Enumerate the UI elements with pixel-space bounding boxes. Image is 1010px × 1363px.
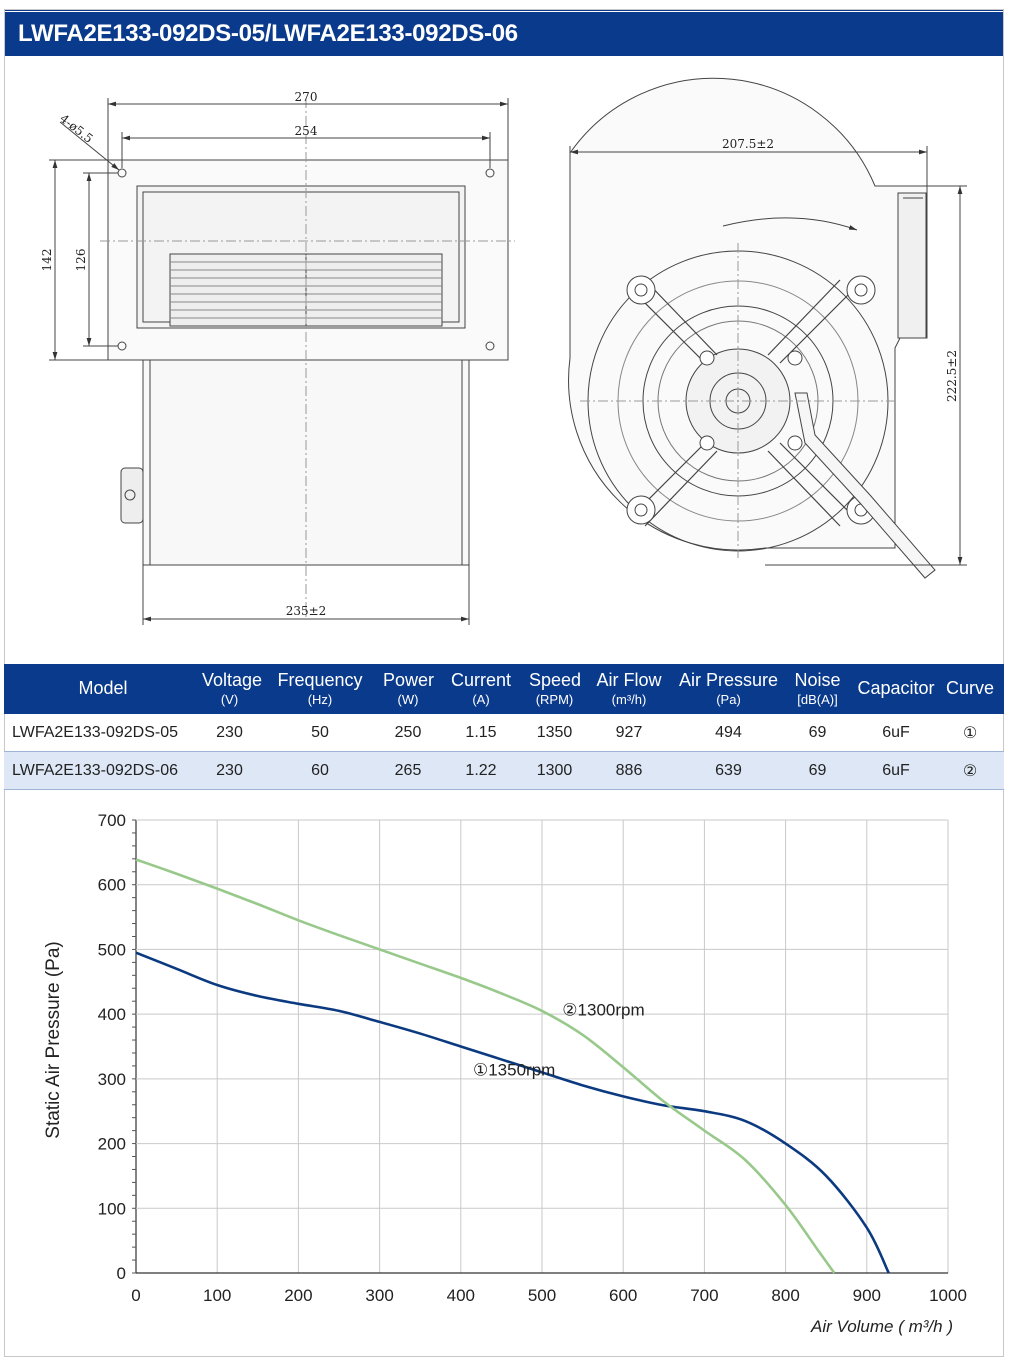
x-tick-label: 1000 xyxy=(929,1286,967,1305)
cell-air-flow: 886 xyxy=(580,751,678,790)
technical-drawing: 270 254 4-ø5.5 142 126 235±2 207.5±2 222… xyxy=(40,77,967,625)
cell-curve: ② xyxy=(936,751,1004,790)
mounting-hole xyxy=(485,168,495,178)
col-header-noise: Noise [dB(A)] xyxy=(779,664,856,714)
scroll-housing xyxy=(568,77,928,551)
bracket-mount xyxy=(626,275,656,305)
col-header-power: Power (W) xyxy=(383,664,434,714)
cell-model: LWFA2E133-092DS-05 xyxy=(4,714,202,752)
cell-frequency: 60 xyxy=(257,751,383,790)
dim-height-overall: 142 xyxy=(40,249,54,272)
dim-body-width: 235±2 xyxy=(286,604,327,618)
table-row: LWFA2E133-092DS-05 230 50 250 1.15 1350 … xyxy=(4,714,1004,752)
dim-hole-callout: 4-ø5.5 xyxy=(57,111,96,145)
cell-capacitor: 6uF xyxy=(856,714,936,752)
bracket-mount xyxy=(846,275,876,305)
cell-voltage: 230 xyxy=(202,751,257,790)
dim-width-holes: 254 xyxy=(295,124,318,138)
x-tick-label: 700 xyxy=(690,1286,718,1305)
series-line-2 xyxy=(135,858,836,1274)
x-tick-label: 300 xyxy=(365,1286,393,1305)
x-tick-label: 500 xyxy=(528,1286,556,1305)
cell-current: 1.22 xyxy=(433,751,529,790)
chart-ticks: 0 100 200 300 400 500 600 700 800 900 1000 0 100 200 3… xyxy=(98,811,967,1305)
y-tick-label: 400 xyxy=(98,1005,126,1024)
cell-voltage: 230 xyxy=(202,714,257,752)
mounting-hole xyxy=(485,341,495,351)
cell-speed: 1300 xyxy=(529,751,580,790)
x-tick-label: 600 xyxy=(609,1286,637,1305)
cell-air-pressure: 494 xyxy=(678,714,779,752)
col-header-voltage: Voltage (V) xyxy=(202,664,262,714)
chart-series-labels: ①1350rpm ②1300rpm xyxy=(473,1000,645,1079)
col-header-air-pressure: Air Pressure (Pa) xyxy=(678,664,779,714)
col-header-frequency: Frequency (Hz) xyxy=(257,664,383,714)
x-tick-label: 100 xyxy=(203,1286,231,1305)
x-tick-label: 900 xyxy=(853,1286,881,1305)
cell-power: 265 xyxy=(383,751,433,790)
bracket-mount xyxy=(626,495,656,525)
y-axis-label: Static Air Pressure (Pa) xyxy=(43,941,64,1138)
col-header-speed: Speed (RPM) xyxy=(529,664,581,714)
table-row: LWFA2E133-092DS-06 230 60 265 1.22 1300 … xyxy=(4,751,1004,790)
page-title: LWFA2E133-092DS-05/LWFA2E133-092DS-06 xyxy=(4,12,1004,56)
cell-frequency: 50 xyxy=(257,714,383,752)
x-tick-label: 400 xyxy=(447,1286,475,1305)
cell-air-pressure: 639 xyxy=(678,751,779,790)
performance-chart: 0 100 200 300 400 500 600 700 800 900 1000 0 100 200 3… xyxy=(43,811,967,1336)
col-header-air-flow: Air Flow (m³/h) xyxy=(580,664,678,714)
col-header-model: Model xyxy=(4,664,202,714)
y-tick-label: 200 xyxy=(98,1135,126,1154)
dim-side-height: 222.5±2 xyxy=(945,350,959,402)
y-tick-label: 600 xyxy=(98,876,126,895)
cell-capacitor: 6uF xyxy=(856,751,936,790)
cell-power: 250 xyxy=(383,714,433,752)
spec-table: Model Voltage (V) Frequency (Hz) Power (W) … xyxy=(4,664,1004,790)
cell-noise: 69 xyxy=(779,714,856,752)
header-top-line xyxy=(4,9,1004,11)
col-header-current: Current (A) xyxy=(433,664,529,714)
y-tick-label: 100 xyxy=(98,1199,126,1218)
cell-noise: 69 xyxy=(779,751,856,790)
dim-width-overall: 270 xyxy=(295,90,318,104)
col-header-curve: Curve xyxy=(936,664,1004,714)
y-tick-label: 500 xyxy=(98,940,126,959)
chart-grid xyxy=(132,819,949,1274)
terminal-box xyxy=(120,467,144,524)
x-tick-label: 200 xyxy=(284,1286,312,1305)
power-cable xyxy=(794,392,936,579)
y-tick-label: 0 xyxy=(117,1264,126,1283)
dim-side-width: 207.5±2 xyxy=(722,137,774,151)
chart-series xyxy=(135,858,890,1274)
cell-model: LWFA2E133-092DS-06 xyxy=(4,751,202,790)
cell-air-flow: 927 xyxy=(580,714,678,752)
series-label-2: ②1300rpm xyxy=(562,1000,644,1019)
dim-height-holes: 126 xyxy=(74,249,88,272)
y-tick-label: 300 xyxy=(98,1070,126,1089)
cell-current: 1.15 xyxy=(433,714,529,752)
cell-curve: ① xyxy=(936,714,1004,752)
cell-speed: 1350 xyxy=(529,714,580,752)
y-tick-label: 700 xyxy=(98,811,126,830)
series-line-1 xyxy=(135,951,890,1274)
col-header-capacitor: Capacitor xyxy=(856,664,936,714)
table-header-row: Model Voltage (V) Frequency (Hz) Power (W) … xyxy=(4,664,1004,714)
series-label-1: ①1350rpm xyxy=(473,1061,555,1080)
x-axis-label: Air Volume ( m³/h ) xyxy=(810,1317,953,1336)
x-tick-label: 0 xyxy=(131,1286,140,1305)
x-tick-label: 800 xyxy=(771,1286,799,1305)
